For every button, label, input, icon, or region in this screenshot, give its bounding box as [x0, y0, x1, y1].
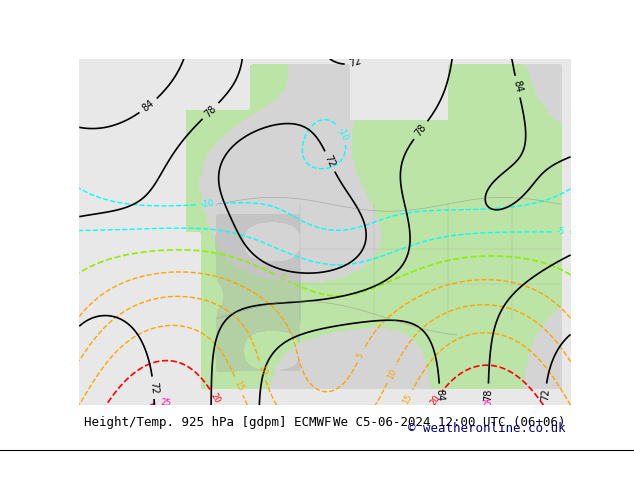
Text: © weatheronline.co.uk: © weatheronline.co.uk	[408, 421, 566, 435]
Text: 84: 84	[512, 79, 524, 94]
Text: 78: 78	[413, 122, 429, 138]
Text: 20: 20	[209, 392, 222, 405]
Text: Height/Temp. 925 hPa [gdpm] ECMWF: Height/Temp. 925 hPa [gdpm] ECMWF	[84, 416, 332, 429]
Text: 84: 84	[434, 389, 445, 401]
Text: 78: 78	[202, 103, 218, 119]
Text: 78: 78	[483, 389, 493, 401]
Text: 5: 5	[356, 351, 366, 360]
Text: 25: 25	[160, 398, 171, 408]
Text: 10: 10	[385, 367, 398, 381]
Text: 72: 72	[540, 388, 551, 401]
Text: 72: 72	[323, 154, 337, 169]
Text: 10: 10	[256, 364, 268, 377]
Text: -5: -5	[557, 227, 565, 236]
Text: 25: 25	[481, 400, 492, 409]
Text: -10: -10	[200, 199, 215, 209]
Text: -10: -10	[335, 125, 349, 142]
Text: 15: 15	[401, 392, 414, 406]
Text: 84: 84	[141, 98, 157, 114]
Text: 20: 20	[429, 393, 443, 407]
Text: We C5-06-2024 12:00 UTC (06+06): We C5-06-2024 12:00 UTC (06+06)	[333, 416, 566, 429]
Text: 72: 72	[348, 56, 363, 69]
Text: 0: 0	[278, 272, 286, 283]
Text: 15: 15	[233, 379, 245, 392]
Text: 72: 72	[148, 381, 159, 394]
